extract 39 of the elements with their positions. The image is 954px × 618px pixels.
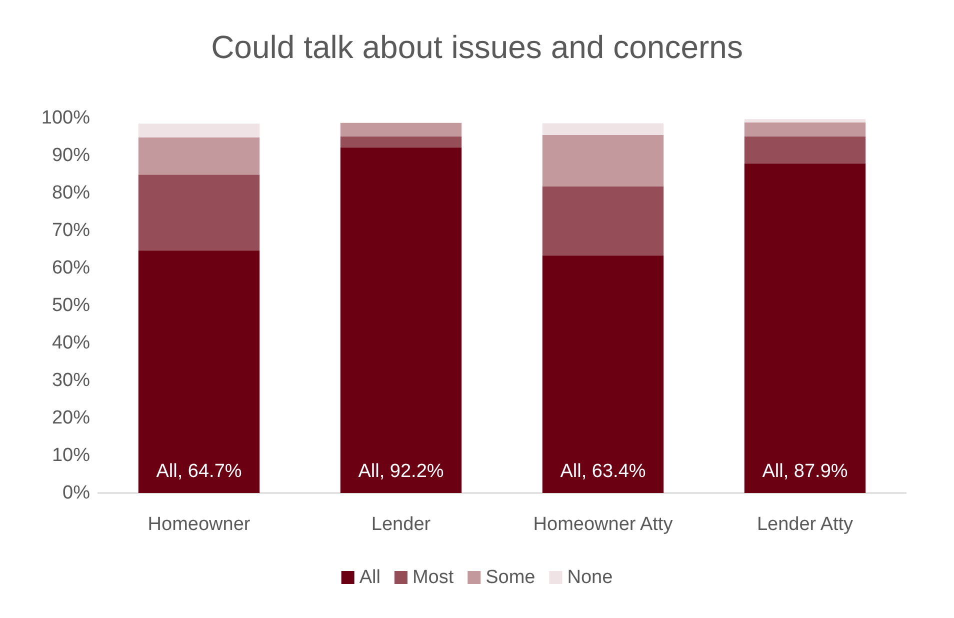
bar [744, 136, 866, 164]
x-tick-label: Lender [371, 514, 432, 535]
y-tick-label: 50% [52, 295, 90, 316]
bar [138, 124, 260, 138]
y-tick-label: 80% [52, 182, 90, 204]
data-label: All, 92.2% [358, 461, 444, 482]
x-tick-label: Homeowner Atty [533, 514, 674, 535]
x-tick-label: Homeowner [148, 514, 251, 535]
y-tick-label: 60% [52, 258, 90, 278]
bar [138, 250, 260, 493]
y-tick-label: 90% [52, 145, 90, 166]
bar [340, 136, 462, 148]
data-label: All, 87.9% [762, 461, 848, 482]
y-tick-label: 10% [52, 445, 90, 466]
bar [138, 174, 260, 250]
y-tick-label: 20% [52, 408, 90, 428]
bar [340, 122, 462, 136]
bar [542, 255, 664, 493]
bar [744, 119, 866, 122]
bar [340, 147, 462, 493]
bar [542, 134, 664, 186]
legend-label: Most [412, 567, 454, 588]
legend-label: Some [486, 567, 536, 588]
y-tick-label: 70% [52, 220, 90, 241]
y-tick-label: 100% [41, 108, 90, 128]
bar [138, 138, 260, 175]
chart-title: Could talk about issues and concerns [211, 29, 743, 65]
bar [744, 122, 866, 136]
legend-label: None [567, 567, 613, 588]
y-tick-label: 40% [52, 332, 90, 354]
y-tick-label: 30% [52, 370, 90, 391]
data-label: All, 63.4% [560, 461, 646, 482]
data-label: All, 64.7% [156, 461, 242, 482]
bar [542, 186, 664, 256]
y-tick-label: 0% [62, 482, 90, 504]
bar [744, 163, 866, 493]
legend-label: All [359, 567, 380, 588]
x-tick-label: Lender Atty [756, 514, 854, 535]
bar [542, 123, 664, 135]
